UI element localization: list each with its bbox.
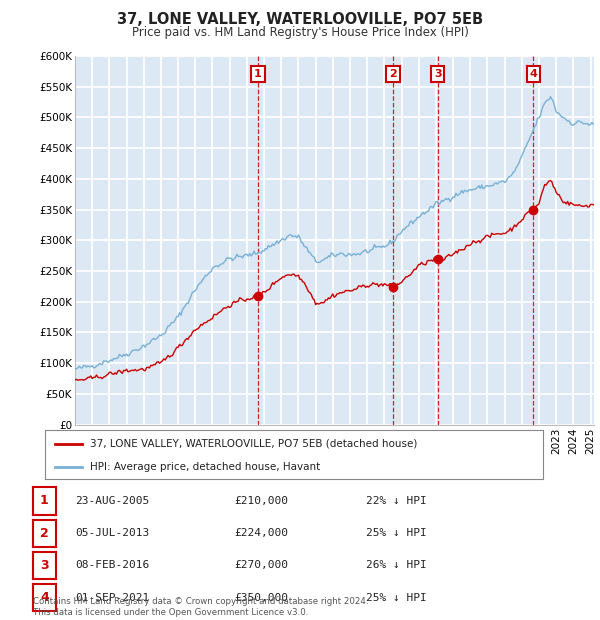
Text: 26% ↓ HPI: 26% ↓ HPI [366, 560, 427, 570]
Text: 2: 2 [40, 527, 49, 539]
Text: 3: 3 [434, 69, 442, 79]
Text: 22% ↓ HPI: 22% ↓ HPI [366, 496, 427, 506]
Text: 2: 2 [389, 69, 397, 79]
Text: 05-JUL-2013: 05-JUL-2013 [75, 528, 149, 538]
Text: 37, LONE VALLEY, WATERLOOVILLE, PO7 5EB (detached house): 37, LONE VALLEY, WATERLOOVILLE, PO7 5EB … [90, 439, 417, 449]
Text: £350,000: £350,000 [234, 593, 288, 603]
Text: £270,000: £270,000 [234, 560, 288, 570]
Text: 3: 3 [40, 559, 49, 572]
Text: 1: 1 [254, 69, 262, 79]
Text: Price paid vs. HM Land Registry's House Price Index (HPI): Price paid vs. HM Land Registry's House … [131, 26, 469, 39]
Text: 4: 4 [529, 69, 537, 79]
Text: HPI: Average price, detached house, Havant: HPI: Average price, detached house, Hava… [90, 461, 320, 472]
Text: 4: 4 [40, 591, 49, 604]
Text: £224,000: £224,000 [234, 528, 288, 538]
Text: 08-FEB-2016: 08-FEB-2016 [75, 560, 149, 570]
Text: Contains HM Land Registry data © Crown copyright and database right 2024.
This d: Contains HM Land Registry data © Crown c… [33, 598, 368, 617]
Text: £210,000: £210,000 [234, 496, 288, 506]
Text: 1: 1 [40, 495, 49, 507]
Text: 25% ↓ HPI: 25% ↓ HPI [366, 593, 427, 603]
Text: 25% ↓ HPI: 25% ↓ HPI [366, 528, 427, 538]
Text: 23-AUG-2005: 23-AUG-2005 [75, 496, 149, 506]
Text: 01-SEP-2021: 01-SEP-2021 [75, 593, 149, 603]
Text: 37, LONE VALLEY, WATERLOOVILLE, PO7 5EB: 37, LONE VALLEY, WATERLOOVILLE, PO7 5EB [117, 12, 483, 27]
